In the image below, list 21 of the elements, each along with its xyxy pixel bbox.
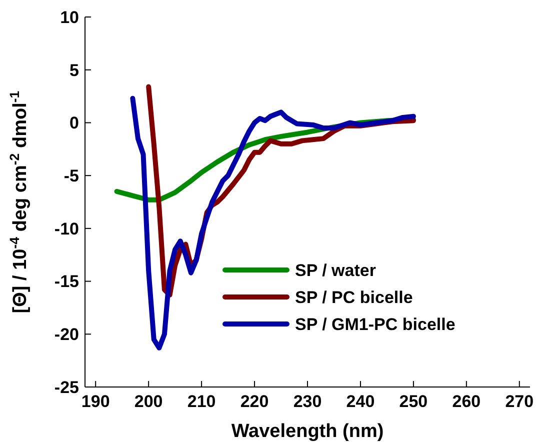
- x-tick-label: 270: [505, 392, 534, 411]
- x-tick-label: 190: [81, 392, 110, 411]
- legend-label: SP / PC bicelle: [295, 288, 413, 307]
- y-tick-label: -5: [64, 166, 79, 186]
- x-tick-label: 250: [399, 392, 428, 411]
- x-axis-title: Wavelength (nm): [231, 421, 384, 442]
- y-tick-label: -10: [54, 219, 79, 238]
- y-tick-label: 0: [70, 114, 79, 133]
- y-tick-label: -25: [54, 378, 79, 397]
- legend-label: SP / water: [295, 260, 376, 280]
- x-tick-label: 240: [346, 392, 375, 411]
- x-tick-label: 210: [187, 392, 216, 411]
- x-tick-label: 200: [134, 392, 163, 411]
- y-tick-label: 5: [70, 60, 79, 80]
- y-tick-label: 10: [60, 8, 79, 27]
- y-tick-label: -15: [54, 272, 79, 292]
- x-tick-label: 230: [293, 392, 322, 411]
- y-tick-label: -20: [54, 325, 79, 344]
- x-tick-label: 220: [240, 392, 269, 411]
- x-tick-label: 260: [452, 392, 481, 411]
- legend-label: SP / GM1-PC bicelle: [295, 314, 456, 334]
